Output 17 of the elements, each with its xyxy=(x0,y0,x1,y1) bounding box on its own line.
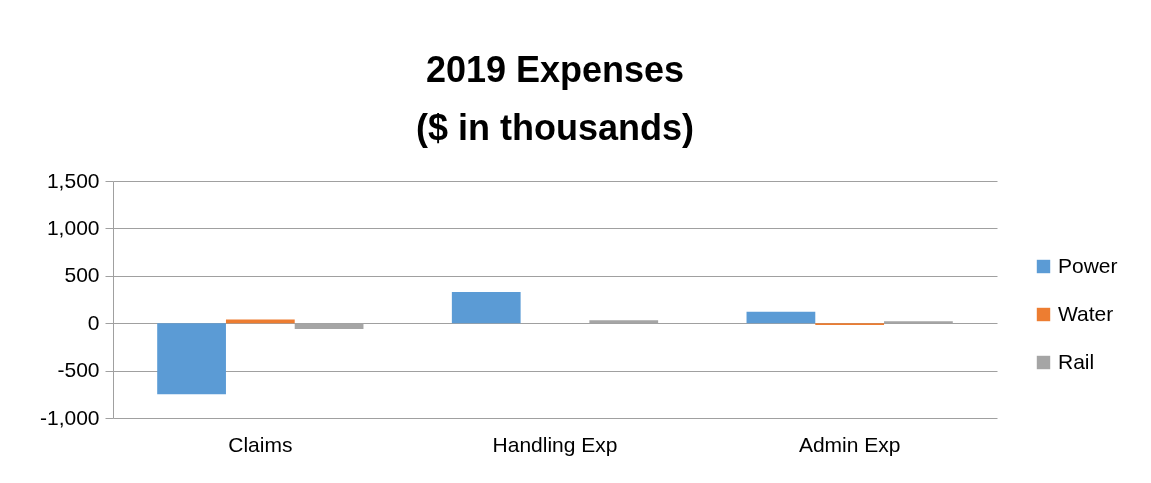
y-tick-label: -1,000 xyxy=(39,405,100,429)
y-tick-label: 1,000 xyxy=(46,215,100,239)
y-tick-label: 0 xyxy=(87,310,100,334)
bar xyxy=(746,311,816,324)
y-tick-label: 1,500 xyxy=(46,168,100,192)
y-tick-label: -500 xyxy=(57,358,100,382)
bar xyxy=(157,323,226,395)
x-tick-label: Claims xyxy=(228,432,293,456)
bar xyxy=(451,291,521,324)
legend-label: Rail xyxy=(1058,349,1095,373)
y-tick-label: 500 xyxy=(64,263,100,287)
legend-label: Water xyxy=(1058,301,1114,325)
x-tick-label: Admin Exp xyxy=(798,432,901,456)
legend-label: Power xyxy=(1058,253,1118,277)
chart-title: 2019 Expenses ($ in thousands) xyxy=(416,49,694,148)
x-tick-label: Handling Exp xyxy=(492,432,618,456)
bar xyxy=(225,319,295,324)
